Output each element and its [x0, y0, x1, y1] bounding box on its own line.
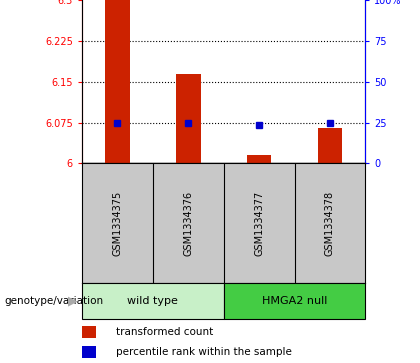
Text: GSM1334375: GSM1334375	[112, 191, 122, 256]
Text: percentile rank within the sample: percentile rank within the sample	[116, 347, 292, 357]
Text: GSM1334377: GSM1334377	[254, 191, 264, 256]
Text: genotype/variation: genotype/variation	[4, 296, 103, 306]
Bar	[247, 155, 271, 163]
Bar	[224, 283, 365, 319]
Bar	[176, 73, 201, 163]
Bar	[318, 128, 342, 163]
Text: GSM1334376: GSM1334376	[183, 191, 193, 256]
Text: ▶: ▶	[68, 295, 78, 308]
Text: HMGA2 null: HMGA2 null	[262, 296, 327, 306]
Text: wild type: wild type	[127, 296, 178, 306]
Text: transformed count: transformed count	[116, 327, 213, 337]
Bar	[105, 0, 130, 163]
Text: GSM1334378: GSM1334378	[325, 191, 335, 256]
Bar	[82, 346, 96, 358]
Bar	[82, 283, 224, 319]
Bar	[82, 326, 96, 338]
